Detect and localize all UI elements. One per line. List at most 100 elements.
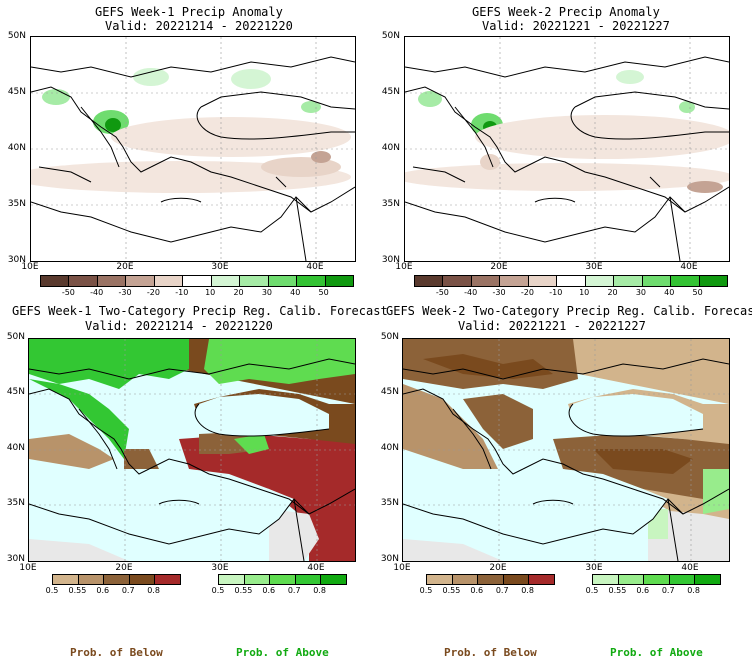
- colorbar-tick-label: 0.5: [45, 586, 59, 595]
- colorbar-swatch: [529, 575, 554, 584]
- colorbar-tick-label: 0.8: [521, 586, 534, 595]
- lat-label: 45N: [6, 387, 25, 397]
- lon-label: 10E: [393, 563, 411, 573]
- lat-label: 30N: [381, 255, 400, 265]
- dry-anomaly-area: [311, 151, 331, 163]
- dry-anomaly-area: [475, 115, 729, 159]
- lon-label: 20E: [116, 262, 134, 272]
- panel3-map: [28, 338, 356, 562]
- colorbar-swatch: [503, 575, 530, 584]
- wet-anomaly-area: [418, 91, 442, 107]
- colorbar-swatch: [443, 276, 472, 286]
- below-normal-area: [423, 354, 553, 379]
- wet-anomaly-area: [231, 69, 271, 89]
- colorbar-swatch: [471, 276, 501, 286]
- above-normal-area: [29, 339, 189, 389]
- below-normal-area: [593, 449, 693, 474]
- colorbar-swatch: [244, 575, 271, 584]
- colorbar-tick-label: -30: [492, 288, 506, 297]
- dry-anomaly-area: [480, 154, 500, 170]
- colorbar-tick-label: 0.55: [442, 586, 461, 595]
- prob-below-label: Prob. of Below: [444, 646, 537, 659]
- lon-label: 10E: [395, 262, 413, 272]
- colorbar-tick-label: -50: [61, 288, 75, 297]
- dry-anomaly-area: [111, 117, 351, 157]
- panel3-title: GEFS Week-1 Two-Category Precip Reg. Cal…: [12, 304, 388, 318]
- anomaly-colorbar: [414, 275, 728, 287]
- colorbar-tick-label: 0.55: [234, 586, 253, 595]
- above-normal-area: [703, 469, 729, 514]
- colorbar-tick-label: -10: [175, 288, 189, 297]
- colorbar-swatch: [268, 276, 298, 286]
- colorbar-swatch: [295, 575, 322, 584]
- colorbar-swatch: [452, 575, 479, 584]
- lat-label: 50N: [7, 31, 26, 41]
- colorbar-swatch: [614, 276, 643, 286]
- below-normal-area: [403, 384, 498, 469]
- colorbar-swatch: [97, 276, 127, 286]
- lat-label: 40N: [380, 443, 399, 453]
- lon-label: 30E: [585, 262, 603, 272]
- colorbar-tick-label: 50: [692, 288, 703, 297]
- colorbar-swatch: [671, 276, 700, 286]
- colorbar-tick-label: 50: [318, 288, 329, 297]
- lat-label: 50N: [381, 31, 400, 41]
- colorbar-tick-label: 0.7: [287, 586, 301, 595]
- colorbar-tick-label: 0.7: [495, 586, 509, 595]
- colorbar-swatch: [183, 276, 212, 286]
- colorbar-swatch: [585, 276, 615, 286]
- colorbar-swatch: [104, 575, 130, 584]
- colorbar-tick-label: -10: [549, 288, 563, 297]
- panel2-valid: Valid: 20221221 - 20221227: [482, 19, 670, 33]
- colorbar-tick-label: 0.55: [608, 586, 627, 595]
- colorbar-swatch: [695, 575, 720, 584]
- lat-label: 35N: [381, 199, 400, 209]
- colorbar-swatch: [427, 575, 453, 584]
- colorbar-swatch: [321, 575, 346, 584]
- above-colorbar: [218, 574, 347, 585]
- colorbar-swatch: [557, 276, 586, 286]
- lat-label: 45N: [381, 87, 400, 97]
- colorbar-swatch: [297, 276, 326, 286]
- above-normal-area: [234, 434, 269, 454]
- dry-anomaly-area: [405, 163, 729, 191]
- lon-label: 40E: [680, 262, 698, 272]
- lat-label: 30N: [7, 255, 26, 265]
- colorbar-tick-label: 10: [205, 288, 216, 297]
- lat-label: 40N: [6, 443, 25, 453]
- lon-label: 10E: [19, 563, 37, 573]
- colorbar-tick-label: 0.5: [211, 586, 225, 595]
- colorbar-tick-label: -50: [435, 288, 449, 297]
- prob-above-label: Prob. of Above: [610, 646, 703, 659]
- lat-label: 35N: [380, 498, 399, 508]
- panel4-title: GEFS Week-2 Two-Category Precip Reg. Cal…: [386, 304, 752, 318]
- colorbar-tick-label: 40: [664, 288, 675, 297]
- lat-label: 50N: [380, 332, 399, 342]
- panel2-map: [404, 36, 730, 262]
- lon-label: 40E: [307, 563, 325, 573]
- colorbar-swatch: [155, 575, 180, 584]
- lon-label: 30E: [211, 262, 229, 272]
- prob-below-label: Prob. of Below: [70, 646, 163, 659]
- colorbar-swatch: [154, 276, 184, 286]
- lat-label: 40N: [7, 143, 26, 153]
- colorbar-tick-label: 20: [233, 288, 244, 297]
- colorbar-swatch: [78, 575, 105, 584]
- wet-anomaly-area: [42, 89, 70, 105]
- colorbar-tick-label: 0.7: [661, 586, 675, 595]
- lon-label: 20E: [489, 563, 507, 573]
- colorbar-tick-label: 0.8: [147, 586, 160, 595]
- panel1-valid: Valid: 20221214 - 20221220: [105, 19, 293, 33]
- wet-anomaly-area: [679, 101, 695, 113]
- lat-label: 35N: [6, 498, 25, 508]
- lon-label: 30E: [211, 563, 229, 573]
- above-normal-area: [29, 379, 129, 459]
- colorbar-swatch: [126, 276, 155, 286]
- colorbar-swatch: [129, 575, 156, 584]
- colorbar-swatch: [528, 276, 558, 286]
- lon-label: 20E: [490, 262, 508, 272]
- colorbar-swatch: [270, 575, 296, 584]
- below-normal-area: [309, 489, 355, 561]
- colorbar-tick-label: 0.5: [419, 586, 433, 595]
- colorbar-tick-label: 10: [579, 288, 590, 297]
